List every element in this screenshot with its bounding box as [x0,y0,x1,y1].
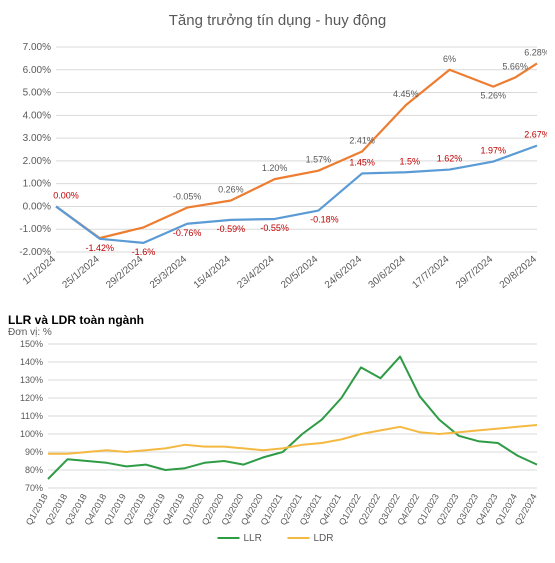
svg-text:7.00%: 7.00% [23,42,51,53]
svg-text:0.00%: 0.00% [23,201,51,212]
chart1-title: Tăng trưởng tín dụng - huy động [8,12,547,29]
svg-text:1.57%: 1.57% [306,155,332,165]
svg-text:1.45%: 1.45% [349,157,375,167]
svg-text:1.5%: 1.5% [400,156,421,166]
svg-text:25/3/2024: 25/3/2024 [148,254,189,291]
svg-text:23/4/2024: 23/4/2024 [235,254,276,291]
svg-text:-0.59%: -0.59% [217,224,246,234]
svg-text:6%: 6% [443,54,456,64]
svg-text:120%: 120% [20,393,43,403]
svg-text:100%: 100% [20,429,43,439]
svg-text:29/7/2024: 29/7/2024 [454,254,495,291]
svg-text:29/2/2024: 29/2/2024 [104,254,145,291]
svg-text:110%: 110% [21,411,43,421]
svg-text:-1.6%: -1.6% [132,247,156,257]
svg-text:5.26%: 5.26% [481,91,507,101]
svg-text:1.97%: 1.97% [481,146,507,156]
svg-text:70%: 70% [25,483,43,493]
svg-text:-0.18%: -0.18% [310,215,339,225]
svg-text:LDR: LDR [314,533,334,544]
svg-text:6.28%: 6.28% [524,47,547,57]
chart2-container: LLR và LDR toàn ngành Đơn vị: % 70% 80% 90… [8,313,547,548]
svg-text:1.62%: 1.62% [437,154,463,164]
chart2-unit: Đơn vị: % [8,327,547,338]
svg-text:3.00%: 3.00% [23,133,51,144]
svg-text:2.67%: 2.67% [524,130,547,140]
svg-text:-1.42%: -1.42% [85,243,114,253]
chart1-svg: -2.00%-1.00%0.00%1.00%2.00%3.00%4.00%5.0… [8,37,547,307]
svg-text:130%: 130% [20,375,43,385]
svg-text:150%: 150% [20,339,43,349]
svg-text:-0.55%: -0.55% [260,223,289,233]
svg-text:4.45%: 4.45% [393,89,419,99]
svg-text:-0.05%: -0.05% [173,192,202,202]
svg-text:LLR: LLR [244,533,262,544]
svg-text:-0.76%: -0.76% [173,228,202,238]
svg-text:1.20%: 1.20% [262,163,288,173]
svg-text:-2.00%: -2.00% [19,247,51,258]
svg-text:2.41%: 2.41% [349,136,375,146]
svg-text:4.00%: 4.00% [23,110,51,121]
svg-text:1.00%: 1.00% [23,179,51,190]
svg-text:-1.00%: -1.00% [19,224,51,235]
svg-text:80%: 80% [25,465,43,475]
svg-text:20/5/2024: 20/5/2024 [279,254,320,291]
svg-text:90%: 90% [25,447,43,457]
svg-text:30/6/2024: 30/6/2024 [367,254,408,291]
svg-text:25/1/2024: 25/1/2024 [60,254,101,291]
svg-text:5.66%: 5.66% [502,62,528,72]
svg-text:20/8/2024: 20/8/2024 [498,254,539,291]
svg-text:0.26%: 0.26% [218,185,244,195]
chart2-svg: 70%80%90%100%110%120%130%140%150%Q1/2018… [8,338,547,548]
chart1-container: Tăng trưởng tín dụng - huy động -2.00% -1… [8,12,547,307]
svg-text:24/6/2024: 24/6/2024 [323,254,364,291]
svg-text:140%: 140% [20,357,43,367]
svg-text:0.00%: 0.00% [53,190,79,200]
svg-text:5.00%: 5.00% [23,88,51,99]
svg-text:6.00%: 6.00% [23,65,51,76]
chart2-title: LLR và LDR toàn ngành [8,313,547,327]
svg-text:2.00%: 2.00% [23,156,51,167]
svg-text:17/7/2024: 17/7/2024 [410,254,451,291]
svg-text:15/4/2024: 15/4/2024 [192,254,233,291]
svg-text:1/1/2024: 1/1/2024 [21,254,58,288]
